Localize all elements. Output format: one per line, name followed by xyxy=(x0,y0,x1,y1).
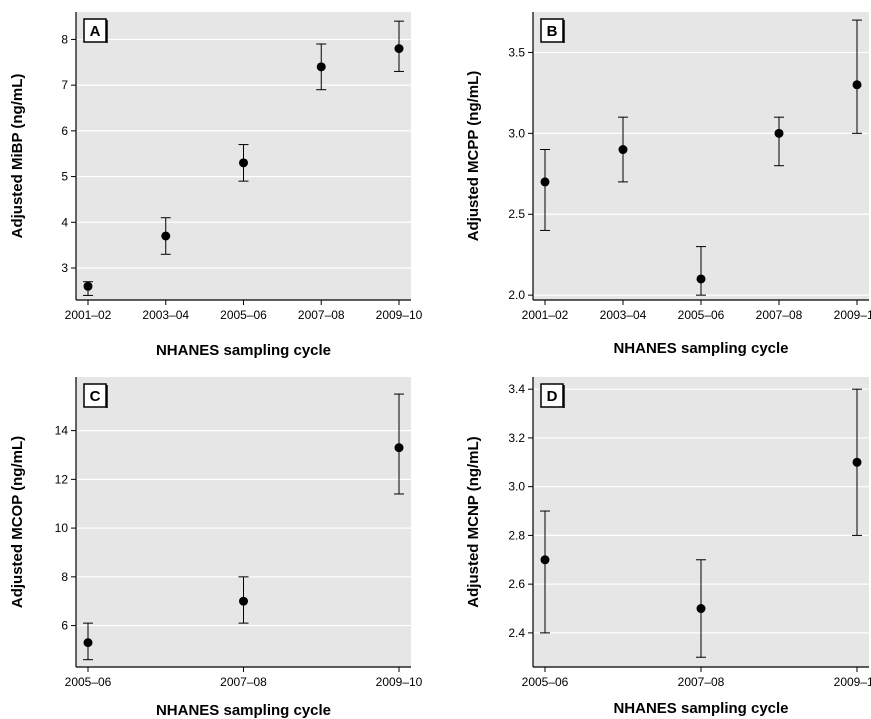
chart-2-y-tick-label: 14 xyxy=(55,424,69,438)
chart-0-x-tick-label: 2007–08 xyxy=(298,308,345,322)
panel-a: 3 4 5 6 7 8 2001–02 2003–04 2005–06 2007–08 2009–1… xyxy=(9,12,423,359)
chart-1-x-tick-label: 2001–02 xyxy=(522,308,569,322)
chart-3-y-tick-label: 2.6 xyxy=(508,577,525,591)
chart-1-data-point xyxy=(774,128,784,138)
chart-2-data-point xyxy=(83,638,93,648)
chart-2-data-point xyxy=(239,596,248,606)
chart-1-y-tick-label: 2.0 xyxy=(508,288,525,302)
chart-2-data-point xyxy=(394,443,404,453)
chart-1-data-point xyxy=(696,274,706,284)
chart-0-panel-letter-box xyxy=(83,18,107,43)
chart-3-x-tick-label: 2009–10 xyxy=(834,675,871,689)
chart-1-data-point xyxy=(852,80,862,90)
chart-2-x-tick-label: 2005–06 xyxy=(65,675,112,689)
chart-0-y-tick-label: 3 xyxy=(61,261,68,275)
chart-2-x-axis-title: NHANES sampling cycle xyxy=(156,702,331,719)
chart-3-y-tick-label: 3.0 xyxy=(508,480,525,494)
chart-2-y-axis-title: Adjusted MCOP (ng/mL) xyxy=(9,436,26,608)
chart-2-panel-letter: C xyxy=(90,388,101,405)
chart-1-x-tick-label: 2005–06 xyxy=(678,308,725,322)
chart-0-x-axis-title: NHANES sampling cycle xyxy=(156,342,331,359)
chart-2-y-tick-label: 12 xyxy=(55,472,69,486)
chart-3-y-tick-label: 3.4 xyxy=(508,382,525,396)
chart-0-x-tick-label: 2009–10 xyxy=(376,308,423,322)
chart-3-panel-letter-box xyxy=(540,383,564,408)
chart-0-panel-letter: A xyxy=(90,23,101,40)
chart-3-panel-letter: D xyxy=(547,388,558,405)
chart-3-x-tick-label: 2007–08 xyxy=(678,675,725,689)
chart-3-y-tick-label: 2.4 xyxy=(508,626,525,640)
chart-0-y-tick-label: 4 xyxy=(61,215,68,229)
panel-b: 2.0 2.5 3.0 3.5 2001–02 2003–04 2005–06 2007–08… xyxy=(465,12,871,357)
chart-3-y-tick-label: 3.2 xyxy=(508,431,525,445)
chart-0-data-point xyxy=(83,281,93,291)
chart-0-data-point xyxy=(316,62,326,72)
chart-1-data-point xyxy=(618,145,628,155)
chart-0-data-point xyxy=(239,158,248,168)
chart-1-y-tick-label: 3.0 xyxy=(508,126,525,140)
chart-0-x-tick-label: 2005–06 xyxy=(220,308,267,322)
chart-0-data-point xyxy=(161,231,171,241)
chart-3-y-axis-title: Adjusted MCNP (ng/mL) xyxy=(465,436,482,607)
chart-0-x-tick-label: 2001–02 xyxy=(65,308,112,322)
chart-2-y-tick-label: 10 xyxy=(55,521,69,535)
chart-1-y-tick-label: 2.5 xyxy=(508,207,525,221)
chart-0-y-tick-label: 6 xyxy=(61,124,68,138)
chart-3-data-point xyxy=(540,555,550,565)
chart-2-panel-letter-box xyxy=(83,383,107,408)
chart-0-y-axis-title: Adjusted MiBP (ng/mL) xyxy=(9,74,26,239)
chart-3-data-point xyxy=(852,457,862,467)
chart-3-x-axis-title: NHANES sampling cycle xyxy=(613,700,788,717)
panel-d: 2.4 2.6 2.8 3.0 3.2 3.4 2005–06 2007–08 2009–10 D… xyxy=(465,377,871,717)
chart-0-data-point xyxy=(394,44,404,54)
chart-0-y-tick-label: 8 xyxy=(61,32,68,46)
chart-1-x-axis-title: NHANES sampling cycle xyxy=(613,340,788,357)
chart-1-x-tick-label: 2003–04 xyxy=(600,308,647,322)
chart-1-data-point xyxy=(540,177,550,187)
chart-2-y-tick-label: 6 xyxy=(61,619,68,633)
chart-1-x-tick-label: 2009–10 xyxy=(834,308,871,322)
chart-1-y-tick-label: 3.5 xyxy=(508,45,525,59)
chart-0-x-tick-label: 2003–04 xyxy=(142,308,189,322)
panel-c: 6 8 10 12 14 2005–06 2007–08 2009–10 C NHANES sam… xyxy=(9,377,423,719)
chart-3-x-tick-label: 2005–06 xyxy=(522,675,569,689)
chart-1-y-axis-title: Adjusted MCPP (ng/mL) xyxy=(465,71,482,242)
chart-1-panel-letter-box xyxy=(540,18,564,43)
chart-0-y-tick-label: 7 xyxy=(61,78,68,92)
chart-3-data-point xyxy=(696,604,706,614)
chart-0-y-tick-label: 5 xyxy=(61,170,68,184)
chart-2-x-tick-label: 2007–08 xyxy=(220,675,267,689)
chart-2-x-tick-label: 2009–10 xyxy=(376,675,423,689)
chart-3-y-tick-label: 2.8 xyxy=(508,528,525,542)
chart-1-panel-letter: B xyxy=(547,23,558,40)
chart-1-x-tick-label: 2007–08 xyxy=(756,308,803,322)
chart-2-y-tick-label: 8 xyxy=(61,570,68,584)
